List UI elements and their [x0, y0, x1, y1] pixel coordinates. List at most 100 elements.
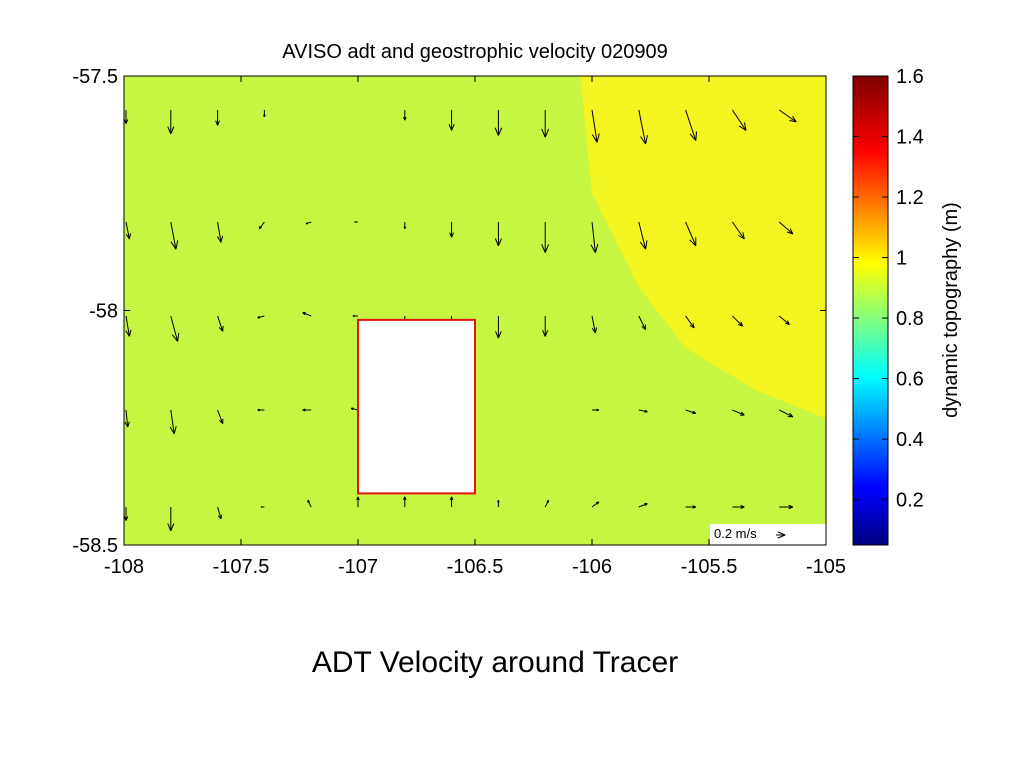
- velocity-arrow: [685, 315, 695, 329]
- velocity-arrow: [403, 496, 407, 507]
- velocity-arrow: [257, 408, 265, 412]
- velocity-arrow: [217, 409, 224, 424]
- velocity-arrow: [541, 110, 550, 138]
- velocity-arrow: [732, 315, 744, 327]
- velocity-arrow: [778, 315, 790, 325]
- velocity-arrow: [685, 109, 698, 141]
- velocity-scale-label: 0.2 m/s: [714, 526, 757, 541]
- velocity-arrow: [403, 110, 407, 121]
- velocity-scale-background: [710, 524, 826, 545]
- x-tick-label: -105.5: [681, 556, 738, 578]
- velocity-arrow: [258, 221, 265, 230]
- velocity-arrow: [124, 110, 129, 124]
- colorbar-tick-label: 0.6: [896, 369, 924, 391]
- velocity-arrow: [302, 312, 312, 317]
- velocity-scale-arrow: [776, 531, 786, 539]
- x-tick-label: -107.5: [213, 556, 270, 578]
- velocity-arrow: [215, 110, 221, 126]
- velocity-arrow: [732, 505, 745, 509]
- slide-caption: ADT Velocity around Tracer: [311, 646, 679, 679]
- velocity-scale-arrow-glyph: [776, 531, 786, 539]
- velocity-arrow: [825, 222, 826, 223]
- velocity-arrow: [167, 507, 175, 531]
- velocity-arrow: [302, 408, 312, 412]
- x-axis: -108 -107.5 -107 -106.5 -106 -105.5 -105: [104, 76, 846, 578]
- velocity-arrow: [263, 110, 266, 117]
- velocity-arrow: [778, 409, 794, 418]
- colorbar-tick-label: 0.8: [896, 308, 924, 330]
- x-tick-label: -106: [572, 556, 612, 578]
- velocity-arrow: [544, 499, 550, 508]
- colorbar-ticks: 0.2 0.4 0.6 0.8 1 1.2 1.4 1.6: [853, 66, 924, 512]
- colorbar-tick-label: 1.6: [896, 66, 924, 88]
- velocity-arrow: [638, 503, 648, 508]
- velocity-scale-key: 0.2 m/s: [710, 524, 826, 545]
- velocity-arrow: [449, 222, 455, 238]
- velocity-arrow: [825, 410, 826, 411]
- colorbar-tick-label: 0.4: [896, 429, 924, 451]
- velocity-arrow: [257, 315, 265, 319]
- velocity-arrow: [731, 221, 745, 240]
- velocity-arrow: [685, 409, 697, 415]
- velocity-arrow: [779, 504, 793, 510]
- colorbar-tick-label: 0.2: [896, 490, 924, 512]
- velocity-arrow: [169, 409, 177, 435]
- velocity-arrow: [350, 407, 359, 411]
- x-tick-label: -108: [104, 556, 144, 578]
- velocity-arrow: [449, 496, 454, 507]
- velocity-arrow: [167, 110, 175, 134]
- velocity-arrow: [354, 221, 358, 223]
- colorbar-tick-label: 1.2: [896, 187, 924, 209]
- velocity-arrow: [590, 221, 599, 253]
- velocity-arrow: [125, 221, 132, 240]
- velocity-arrow: [356, 496, 360, 507]
- velocity-arrow: [638, 409, 648, 413]
- velocity-arrow: [124, 507, 129, 521]
- velocity-arrow: [638, 221, 648, 250]
- velocity-arrow: [497, 500, 500, 507]
- y-tick-label: -58: [89, 301, 118, 323]
- velocity-arrow: [170, 315, 180, 342]
- chart-title: AVISO adt and geostrophic velocity 02090…: [282, 41, 667, 63]
- velocity-arrow: [778, 221, 794, 235]
- colorbar-label: dynamic topography (m): [940, 202, 962, 418]
- velocity-arrow: [217, 315, 224, 332]
- adt-velocity-figure: AVISO adt and geostrophic velocity 02090…: [72, 41, 962, 578]
- velocity-arrow: [731, 109, 747, 131]
- adt-field-high-region: [580, 76, 826, 419]
- tracer-box: [357, 318, 476, 495]
- x-tick-label: -107: [338, 556, 378, 578]
- velocity-arrow: [260, 506, 265, 508]
- velocity-arrow: [305, 221, 312, 225]
- colorbar-tick-label: 1: [896, 248, 907, 270]
- velocity-arrow: [307, 499, 312, 508]
- plot-area: 0.2 m/s: [124, 76, 826, 545]
- velocity-arrow: [494, 222, 502, 246]
- velocity-arrow: [494, 110, 503, 136]
- velocity-arrow: [170, 221, 179, 250]
- colorbar-gradient: [852, 75, 889, 546]
- velocity-arrow: [217, 506, 222, 520]
- y-tick-label: -58.5: [72, 535, 118, 557]
- velocity-arrow: [352, 314, 358, 318]
- velocity-arrow: [124, 409, 130, 428]
- velocity-arrow: [638, 109, 648, 145]
- velocity-arrow: [825, 507, 826, 508]
- velocity-arrow: [685, 221, 697, 247]
- velocity-arrow: [216, 221, 224, 243]
- y-axis: -57.5 -58 -58.5: [72, 66, 826, 557]
- velocity-arrow: [541, 222, 550, 253]
- x-tick-label: -105: [806, 556, 846, 578]
- velocity-arrow: [732, 409, 745, 416]
- colorbar: 0.2 0.4 0.6 0.8 1 1.2 1.4 1.6 dynamic topograph…: [852, 66, 962, 546]
- velocity-arrow: [825, 110, 826, 111]
- velocity-arrow: [592, 408, 599, 412]
- velocity-arrow: [403, 222, 407, 229]
- velocity-arrow: [825, 316, 826, 317]
- colorbar-tick-label: 1.4: [896, 127, 924, 149]
- velocity-arrow: [638, 315, 647, 330]
- velocity-arrow: [448, 110, 455, 131]
- velocity-arrow: [591, 315, 598, 334]
- velocity-arrow: [495, 316, 502, 339]
- velocity-arrow: [125, 315, 132, 337]
